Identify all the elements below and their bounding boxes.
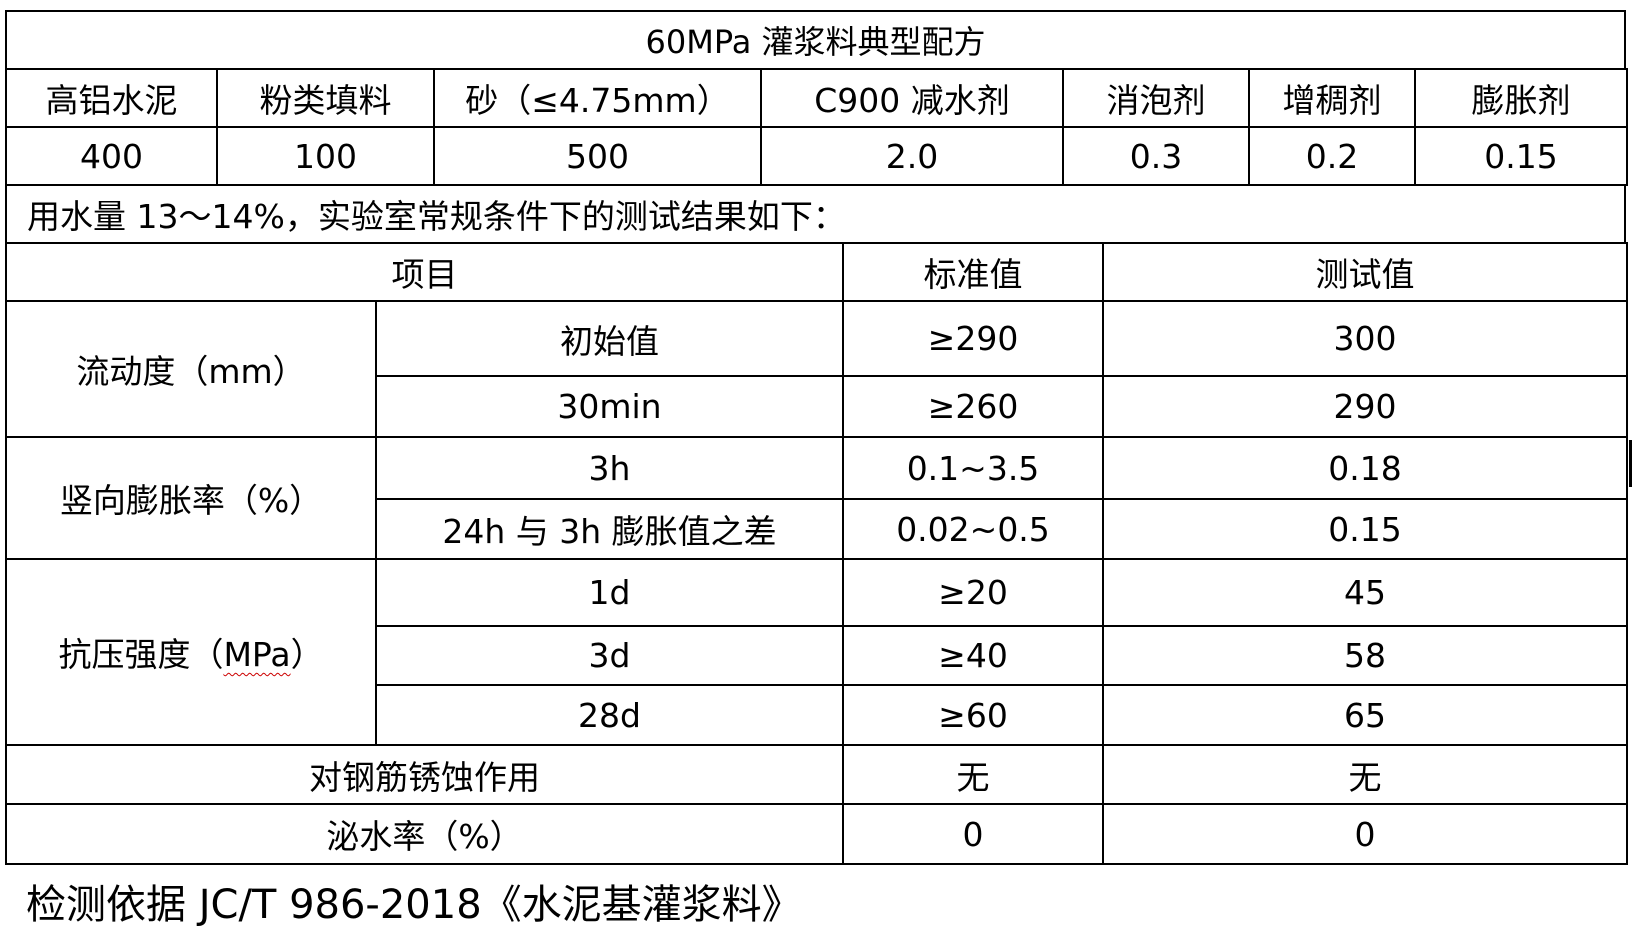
standard-cell: ≥260	[842, 375, 1104, 438]
header-cell: 砂（≤4.75mm）	[433, 68, 762, 128]
value-cell: 500	[433, 126, 762, 186]
header-item: 项目	[5, 242, 844, 302]
table-row: 抗压强度（MPa） 1d ≥20 45	[5, 558, 1628, 746]
standard-cell: 0.02~0.5	[842, 498, 1104, 560]
standard-cell: 0.1~3.5	[842, 436, 1104, 500]
header-cell: C900 减水剂	[760, 68, 1064, 128]
test-cell: 0.18	[1102, 436, 1628, 500]
value-cell: 0.15	[1414, 126, 1628, 186]
value-cell: 2.0	[760, 126, 1064, 186]
table-row: 3d ≥40 58	[6, 625, 1628, 686]
table-row: 竖向膨胀率（%） 3h 0.1~3.5 0.18	[5, 436, 1628, 560]
table-title: 60MPa 灌浆料典型配方	[5, 10, 1626, 70]
table-row: 28d ≥60 65	[6, 684, 1628, 746]
water-note: 用水量 13～14%，实验室常规条件下的测试结果如下：	[5, 184, 1626, 244]
standard-reference: 检测依据 JC/T 986-2018《水泥基灌浆料》	[26, 882, 802, 928]
formula-table: 60MPa 灌浆料典型配方 高铝水泥 粉类填料 砂（≤4.75mm） C900 …	[5, 10, 1628, 865]
header-cell: 增稠剂	[1248, 68, 1416, 128]
test-cell: 0	[1102, 803, 1628, 865]
formula-value-row: 400 100 500 2.0 0.3 0.2 0.15	[5, 126, 1628, 186]
results-header-row: 项目 标准值 测试值	[5, 242, 1628, 302]
group-compressive: 抗压强度（MPa）	[5, 558, 377, 746]
test-cell: 45	[1102, 558, 1628, 627]
item-cell: 泌水率（%）	[5, 803, 844, 865]
table-row: 对钢筋锈蚀作用 无 无	[5, 744, 1628, 805]
header-standard: 标准值	[842, 242, 1104, 302]
item-cell: 3h	[375, 436, 844, 500]
test-cell: 0.15	[1102, 498, 1628, 560]
value-cell: 0.3	[1062, 126, 1250, 186]
standard-cell: ≥20	[842, 558, 1104, 627]
header-test: 测试值	[1102, 242, 1628, 302]
item-cell: 对钢筋锈蚀作用	[5, 744, 844, 805]
group-expansion: 竖向膨胀率（%）	[5, 436, 377, 560]
header-cell: 高铝水泥	[5, 68, 218, 128]
header-cell: 粉类填料	[216, 68, 435, 128]
formula-header-row: 高铝水泥 粉类填料 砂（≤4.75mm） C900 减水剂 消泡剂 增稠剂 膨胀…	[5, 68, 1628, 128]
text-cursor	[1629, 440, 1632, 487]
standard-cell: ≥60	[842, 684, 1104, 746]
item-cell: 28d	[375, 684, 844, 746]
table-row: 30min ≥260 290	[6, 375, 1628, 438]
standard-cell: 无	[842, 744, 1104, 805]
value-cell: 100	[216, 126, 435, 186]
test-cell: 300	[1102, 300, 1628, 377]
value-cell: 400	[5, 126, 218, 186]
item-cell: 3d	[375, 625, 844, 686]
group-fluidity: 流动度（mm）	[5, 300, 377, 438]
results-table: 项目 标准值 测试值 流动度（mm） 初始值 ≥290 300 30min ≥2…	[5, 242, 1628, 865]
item-cell: 30min	[375, 375, 844, 438]
formula-grid: 高铝水泥 粉类填料 砂（≤4.75mm） C900 减水剂 消泡剂 增稠剂 膨胀…	[5, 68, 1628, 186]
table-row: 流动度（mm） 初始值 ≥290 300	[5, 300, 1628, 438]
test-cell: 无	[1102, 744, 1628, 805]
item-cell: 1d	[375, 558, 844, 627]
standard-cell: ≥290	[842, 300, 1104, 377]
header-cell: 消泡剂	[1062, 68, 1250, 128]
table-row: 24h 与 3h 膨胀值之差 0.02~0.5 0.15	[6, 498, 1628, 560]
value-cell: 0.2	[1248, 126, 1416, 186]
item-cell: 初始值	[375, 300, 844, 377]
header-cell: 膨胀剂	[1414, 68, 1628, 128]
standard-cell: 0	[842, 803, 1104, 865]
table-row: 泌水率（%） 0 0	[5, 803, 1628, 865]
standard-cell: ≥40	[842, 625, 1104, 686]
group-name-suffix: ）	[290, 635, 324, 674]
test-cell: 58	[1102, 625, 1628, 686]
test-cell: 290	[1102, 375, 1628, 438]
group-name-unit: MPa	[223, 635, 291, 674]
group-name-prefix: 抗压强度（	[58, 635, 224, 674]
test-cell: 65	[1102, 684, 1628, 746]
item-cell: 24h 与 3h 膨胀值之差	[375, 498, 844, 560]
